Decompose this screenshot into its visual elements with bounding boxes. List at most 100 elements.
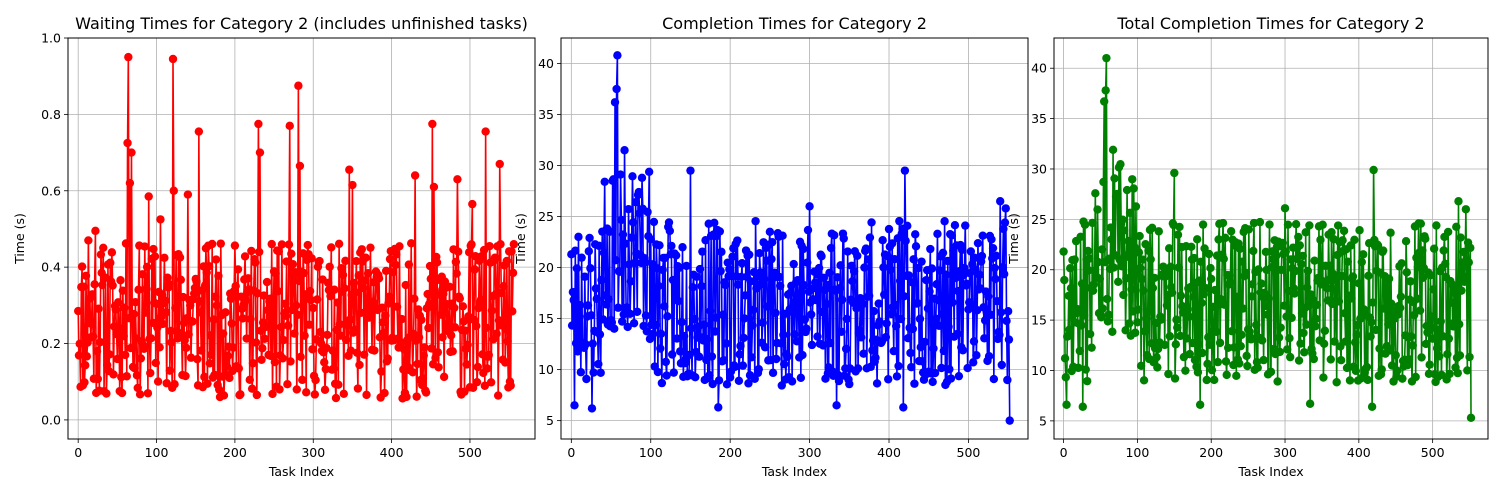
data-point xyxy=(321,364,330,374)
data-point xyxy=(580,272,590,281)
data-point xyxy=(763,302,772,311)
data-point xyxy=(798,350,807,360)
data-point xyxy=(597,275,606,285)
data-point xyxy=(721,280,730,290)
data-point xyxy=(212,301,222,310)
data-point xyxy=(508,268,518,278)
data-point xyxy=(686,166,695,175)
data-point xyxy=(418,374,428,383)
data-point xyxy=(969,358,978,367)
data-point xyxy=(1417,353,1426,362)
data-point xyxy=(450,323,460,332)
data-point xyxy=(1102,294,1112,304)
data-point xyxy=(702,335,712,344)
data-point xyxy=(574,232,583,242)
data-point xyxy=(163,273,172,282)
data-point xyxy=(643,207,652,217)
data-point xyxy=(807,340,817,350)
chart-title: Total Completion Times for Category 2 xyxy=(1116,14,1424,33)
data-point xyxy=(899,403,908,412)
data-point xyxy=(695,264,705,274)
data-point xyxy=(1127,285,1136,294)
data-point xyxy=(1235,244,1245,253)
data-point xyxy=(730,362,740,372)
data-point xyxy=(1379,304,1389,313)
data-point xyxy=(768,237,777,247)
data-point xyxy=(857,333,866,342)
data-point xyxy=(642,327,651,336)
data-point xyxy=(307,254,316,263)
data-point xyxy=(1153,363,1162,372)
data-point xyxy=(687,324,696,333)
data-point xyxy=(203,379,212,388)
data-point xyxy=(1102,53,1111,63)
data-point xyxy=(745,250,754,259)
data-point xyxy=(1271,251,1281,261)
data-point xyxy=(448,347,457,356)
data-point xyxy=(395,242,404,251)
data-point xyxy=(944,322,953,331)
data-point xyxy=(895,276,905,286)
x-tick-label: 0 xyxy=(74,445,82,460)
data-point xyxy=(316,327,325,337)
x-tick-label: 400 xyxy=(380,445,404,460)
data-point xyxy=(942,270,951,279)
data-point xyxy=(583,301,593,310)
data-point xyxy=(1235,359,1244,368)
data-point xyxy=(931,314,941,323)
data-point xyxy=(756,268,765,277)
data-point xyxy=(134,285,143,294)
data-point xyxy=(1212,327,1221,336)
y-tick-label: 5 xyxy=(1039,413,1047,428)
data-point xyxy=(657,378,667,388)
data-point xyxy=(218,329,228,338)
data-point xyxy=(620,146,629,155)
data-point xyxy=(1409,310,1419,320)
data-point xyxy=(822,299,831,309)
data-point xyxy=(922,275,931,285)
data-point xyxy=(350,325,359,334)
data-point xyxy=(322,343,331,353)
data-point xyxy=(935,266,945,275)
data-point xyxy=(627,233,636,242)
data-point xyxy=(1136,361,1146,371)
data-point xyxy=(397,314,406,324)
data-point xyxy=(320,358,329,367)
data-point xyxy=(1210,285,1220,295)
data-point xyxy=(1124,236,1133,246)
data-point xyxy=(911,242,921,251)
data-point xyxy=(715,227,725,236)
data-point xyxy=(788,307,798,317)
data-point xyxy=(864,255,873,264)
data-point xyxy=(1421,339,1431,349)
data-point xyxy=(1456,233,1465,242)
data-point xyxy=(160,296,170,305)
data-point xyxy=(451,257,461,267)
data-point xyxy=(276,322,286,332)
data-point xyxy=(269,307,278,316)
data-point xyxy=(1152,353,1161,362)
data-point xyxy=(739,333,748,343)
data-point xyxy=(754,365,763,374)
data-point xyxy=(225,373,234,383)
data-point xyxy=(1187,242,1196,252)
data-point xyxy=(331,393,341,403)
data-point xyxy=(111,305,121,314)
data-point xyxy=(167,338,176,347)
data-point xyxy=(501,325,511,334)
data-point xyxy=(996,308,1006,317)
data-point xyxy=(1359,250,1368,259)
data-point xyxy=(1281,247,1290,256)
data-point xyxy=(1426,312,1436,321)
data-point xyxy=(1466,413,1476,423)
chart-panel-2: 0 100 200 300 400 500 5 10 15 20 25 30 35 40 Completio… xyxy=(513,14,1029,479)
data-point xyxy=(674,296,683,306)
data-point xyxy=(1119,290,1128,300)
data-point xyxy=(594,359,603,369)
data-point xyxy=(308,345,317,354)
data-point xyxy=(950,221,960,230)
data-point xyxy=(211,292,220,301)
data-point xyxy=(323,278,333,288)
data-point xyxy=(1202,375,1211,385)
data-point xyxy=(1170,168,1179,178)
